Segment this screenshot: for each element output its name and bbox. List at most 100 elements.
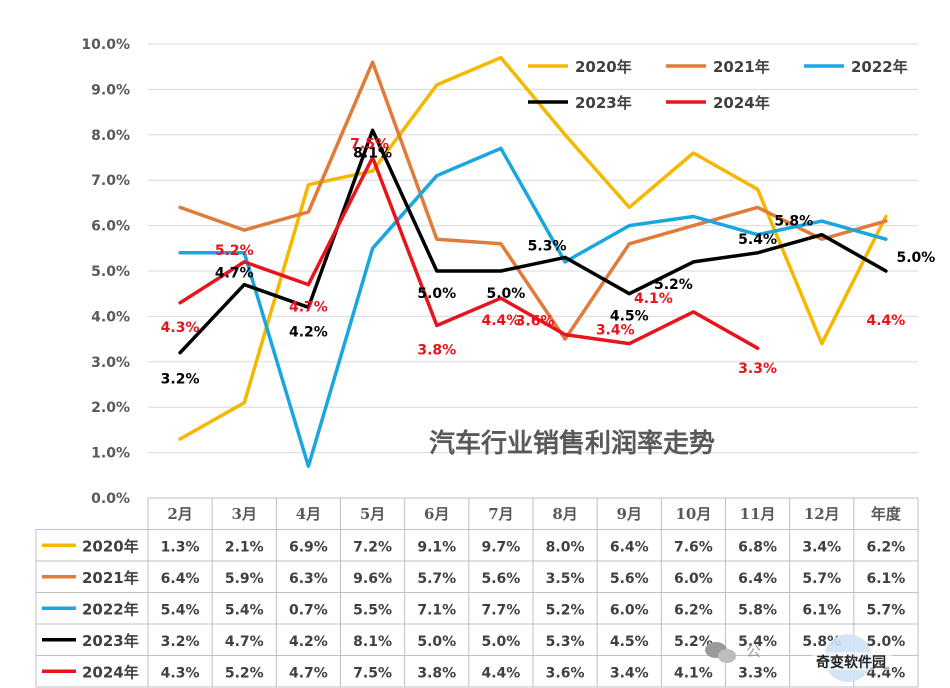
y-axis: 0.0% 1.0% 2.0% 3.0% 4.0% 5.0% 6.0% 7.0% 8.0% 9.0%…	[81, 37, 130, 507]
table-cell: 3.2%	[161, 634, 200, 650]
legend-label: 2022年	[851, 58, 908, 76]
series-line-2022年	[178, 146, 888, 468]
table-cell: 4.3%	[161, 665, 200, 681]
table-cell: 6.1%	[867, 571, 906, 587]
y-tick-label: 6.0%	[91, 219, 130, 235]
legend-label: 2020年	[575, 58, 632, 76]
series-line-2020年	[178, 55, 888, 441]
table-cell: 9.7%	[482, 539, 521, 555]
table-cell: 6.4%	[738, 571, 777, 587]
table-header: 3月	[232, 505, 257, 523]
table-cell: 3.4%	[802, 539, 841, 555]
table-cell: 5.6%	[482, 571, 521, 587]
y-tick-label: 9.0%	[91, 82, 130, 98]
table-header: 10月	[675, 505, 711, 523]
data-label: 5.0%	[487, 286, 526, 302]
data-label: 8.1%	[353, 145, 392, 161]
data-label: 5.0%	[897, 250, 936, 266]
table-header: 4月	[296, 505, 321, 523]
y-tick-label: 1.0%	[91, 446, 130, 462]
wechat-icon-small	[718, 649, 736, 663]
y-tick-label: 4.0%	[91, 309, 130, 325]
data-label: 3.6%	[516, 314, 555, 330]
table-cell: 1.3%	[161, 539, 200, 555]
table-header: 8月	[552, 505, 577, 523]
data-label: 4.1%	[634, 291, 673, 307]
table-header: 2月	[167, 505, 192, 523]
table-cell: 5.4%	[738, 634, 777, 650]
table-cell: 8.1%	[353, 634, 392, 650]
y-tick-label: 3.0%	[91, 355, 130, 371]
table-cell: 5.5%	[353, 602, 392, 618]
table-cell: 5.0%	[867, 634, 906, 650]
legend-label: 2023年	[575, 94, 632, 112]
table-cell: 7.7%	[482, 602, 521, 618]
table-cell: 0.7%	[289, 602, 328, 618]
data-label: 5.2%	[654, 277, 693, 293]
table-cell: 6.4%	[161, 571, 200, 587]
table-header: 6月	[424, 505, 449, 523]
y-tick-label: 2.0%	[91, 400, 130, 416]
table-cell: 6.0%	[674, 571, 713, 587]
table-cell: 5.6%	[610, 571, 649, 587]
data-label: 3.2%	[161, 372, 200, 388]
table-cell: 3.5%	[546, 571, 585, 587]
table-cell: 4.1%	[674, 665, 713, 681]
table-cell: 5.9%	[225, 571, 264, 587]
data-labels: 3.2% 4.7% 4.2% 8.1% 5.0% 5.0% 5.3% 4.5% 5.2% 5.4%…	[161, 137, 936, 388]
watermark: 公 奇变软件园	[705, 634, 892, 682]
table-cell: 9.1%	[417, 539, 456, 555]
data-label: 7.5%	[350, 137, 389, 153]
series-line-2021年	[178, 60, 888, 341]
table-cell: 5.0%	[482, 634, 521, 650]
watermark-partial: 公	[746, 642, 761, 660]
data-label: 5.3%	[528, 238, 567, 254]
table-cell: 5.7%	[802, 571, 841, 587]
table-cell: 4.7%	[289, 665, 328, 681]
table-cell: 5.0%	[417, 634, 456, 650]
table-cell: 5.2%	[674, 634, 713, 650]
legend-label: 2021年	[713, 58, 770, 76]
legend-label: 2024年	[713, 94, 770, 112]
data-label: 4.5%	[610, 309, 649, 325]
table-cell: 5.2%	[225, 665, 264, 681]
table-cell: 2.1%	[225, 539, 264, 555]
y-tick-label: 5.0%	[91, 264, 130, 280]
watermark-backdrop	[812, 652, 892, 670]
data-label: 4.2%	[289, 324, 328, 340]
y-tick-label: 8.0%	[91, 128, 130, 144]
legend: 2020年 2021年 2022年 2023年 2024年	[528, 58, 908, 112]
table-row-label: 2022年	[82, 600, 139, 618]
table-cell: 4.5%	[610, 634, 649, 650]
table-cell: 4.2%	[289, 634, 328, 650]
table-cell: 7.6%	[674, 539, 713, 555]
table-cell: 5.7%	[867, 602, 906, 618]
data-label: 4.7%	[215, 266, 254, 282]
table-row-label: 2020年	[82, 537, 139, 555]
data-label: 5.0%	[417, 286, 456, 302]
table-row-label: 2021年	[82, 569, 139, 587]
table-cell: 3.4%	[610, 665, 649, 681]
y-tick-label: 10.0%	[81, 37, 130, 53]
table-cell: 5.3%	[546, 634, 585, 650]
table-cell: 6.8%	[738, 539, 777, 555]
data-label: 4.3%	[161, 320, 200, 336]
table-row-label: 2024年	[82, 663, 139, 681]
watermark-text: 奇变软件园	[816, 654, 886, 671]
table-cell: 3.8%	[417, 665, 456, 681]
y-tick-label: 0.0%	[91, 491, 130, 507]
data-label: 4.4%	[482, 313, 521, 329]
table-header: 11月	[740, 505, 776, 523]
table-cell: 5.2%	[546, 602, 585, 618]
table-cell: 7.1%	[417, 602, 456, 618]
series-line-2023年	[178, 128, 888, 355]
table-cell: 5.4%	[161, 602, 200, 618]
data-label: 5.8%	[774, 214, 813, 230]
table-row-label: 2023年	[82, 632, 139, 650]
table-header: 9月	[617, 505, 642, 523]
table-cell: 8.0%	[546, 539, 585, 555]
table-cell: 6.2%	[867, 539, 906, 555]
table-cell: 3.6%	[546, 665, 585, 681]
table-cell: 6.2%	[674, 602, 713, 618]
table-cell: 6.9%	[289, 539, 328, 555]
